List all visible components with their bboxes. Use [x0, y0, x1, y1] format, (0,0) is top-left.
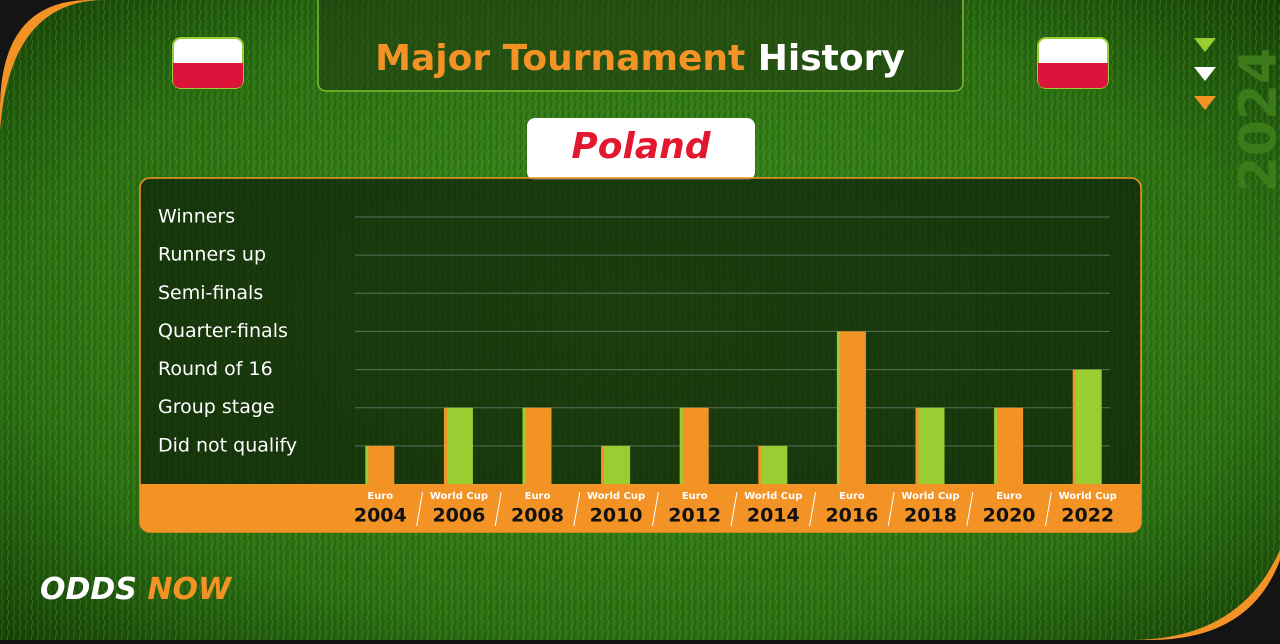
bar-shadow [522, 407, 527, 484]
bar-shadow [758, 445, 763, 484]
divider [730, 491, 738, 527]
y-tick-label: Winners [158, 206, 235, 228]
brand-part: NOW [147, 572, 233, 607]
x-tick-label: 2004 [354, 505, 407, 527]
bar-shadow [601, 445, 606, 484]
x-tick-label: 2020 [983, 505, 1036, 527]
title: Major Tournament History [375, 38, 905, 79]
x-tick-tournament: World Cup [744, 491, 802, 502]
bar [682, 407, 709, 484]
x-tick-label: 2022 [1061, 505, 1114, 527]
y-tick-label: Did not qualify [158, 434, 297, 456]
divider [1044, 491, 1052, 527]
x-tick-label: 2006 [432, 505, 485, 527]
bar [446, 407, 473, 484]
bar-shadow [994, 407, 999, 484]
brand-part: ODDS [40, 572, 137, 607]
x-tick-label: 2016 [825, 505, 878, 527]
x-tick-tournament: Euro [839, 491, 865, 502]
x-tick-label: 2014 [747, 505, 800, 527]
divider [809, 491, 817, 527]
bar-shadow [1072, 369, 1077, 484]
divider [573, 491, 581, 527]
divider [651, 491, 659, 527]
x-tick-tournament: Euro [996, 491, 1022, 502]
title-part: Major Tournament [375, 38, 745, 79]
bar [839, 331, 866, 484]
bar [997, 407, 1024, 484]
x-tick-tournament: World Cup [430, 491, 488, 502]
y-tick-label: Round of 16 [158, 358, 273, 380]
x-tick-tournament: World Cup [587, 491, 645, 502]
x-tick-label: 2008 [511, 505, 564, 527]
chart-panel [139, 177, 1142, 533]
axis-strip [140, 484, 1141, 532]
title-part: History [758, 38, 905, 79]
bar-shadow [836, 331, 841, 484]
y-tick-label: Semi-finals [158, 282, 263, 304]
bar-shadow [679, 407, 684, 484]
y-tick-label: Runners up [158, 244, 266, 266]
y-tick-label: Group stage [158, 396, 275, 418]
divider [887, 491, 895, 527]
divider [494, 491, 502, 527]
bar-shadow [443, 407, 448, 484]
bar [525, 407, 552, 484]
country-box [527, 118, 755, 180]
x-tick-label: 2018 [904, 505, 957, 527]
divider [416, 491, 424, 527]
country: Poland [571, 126, 711, 167]
bar [1075, 369, 1102, 484]
x-tick-tournament: World Cup [1059, 491, 1117, 502]
bar-shadow [365, 445, 370, 484]
year-badge: 2024 [1229, 48, 1280, 193]
x-tick-label: 2010 [590, 505, 643, 527]
divider [966, 491, 974, 527]
flag [172, 37, 244, 89]
brand: ODDS NOW [40, 572, 233, 607]
bar [604, 445, 631, 484]
x-tick-tournament: World Cup [901, 491, 959, 502]
x-tick-tournament: Euro [525, 491, 551, 502]
bar-shadow [915, 407, 920, 484]
bar [761, 445, 788, 484]
x-tick-tournament: Euro [682, 491, 708, 502]
bar [368, 445, 395, 484]
x-tick-label: 2012 [668, 505, 721, 527]
bar [918, 407, 945, 484]
x-tick-tournament: Euro [367, 491, 393, 502]
y-tick-label: Quarter-finals [158, 320, 288, 342]
flag [1037, 37, 1109, 89]
title-box [317, 0, 964, 92]
arrows [1194, 38, 1216, 110]
